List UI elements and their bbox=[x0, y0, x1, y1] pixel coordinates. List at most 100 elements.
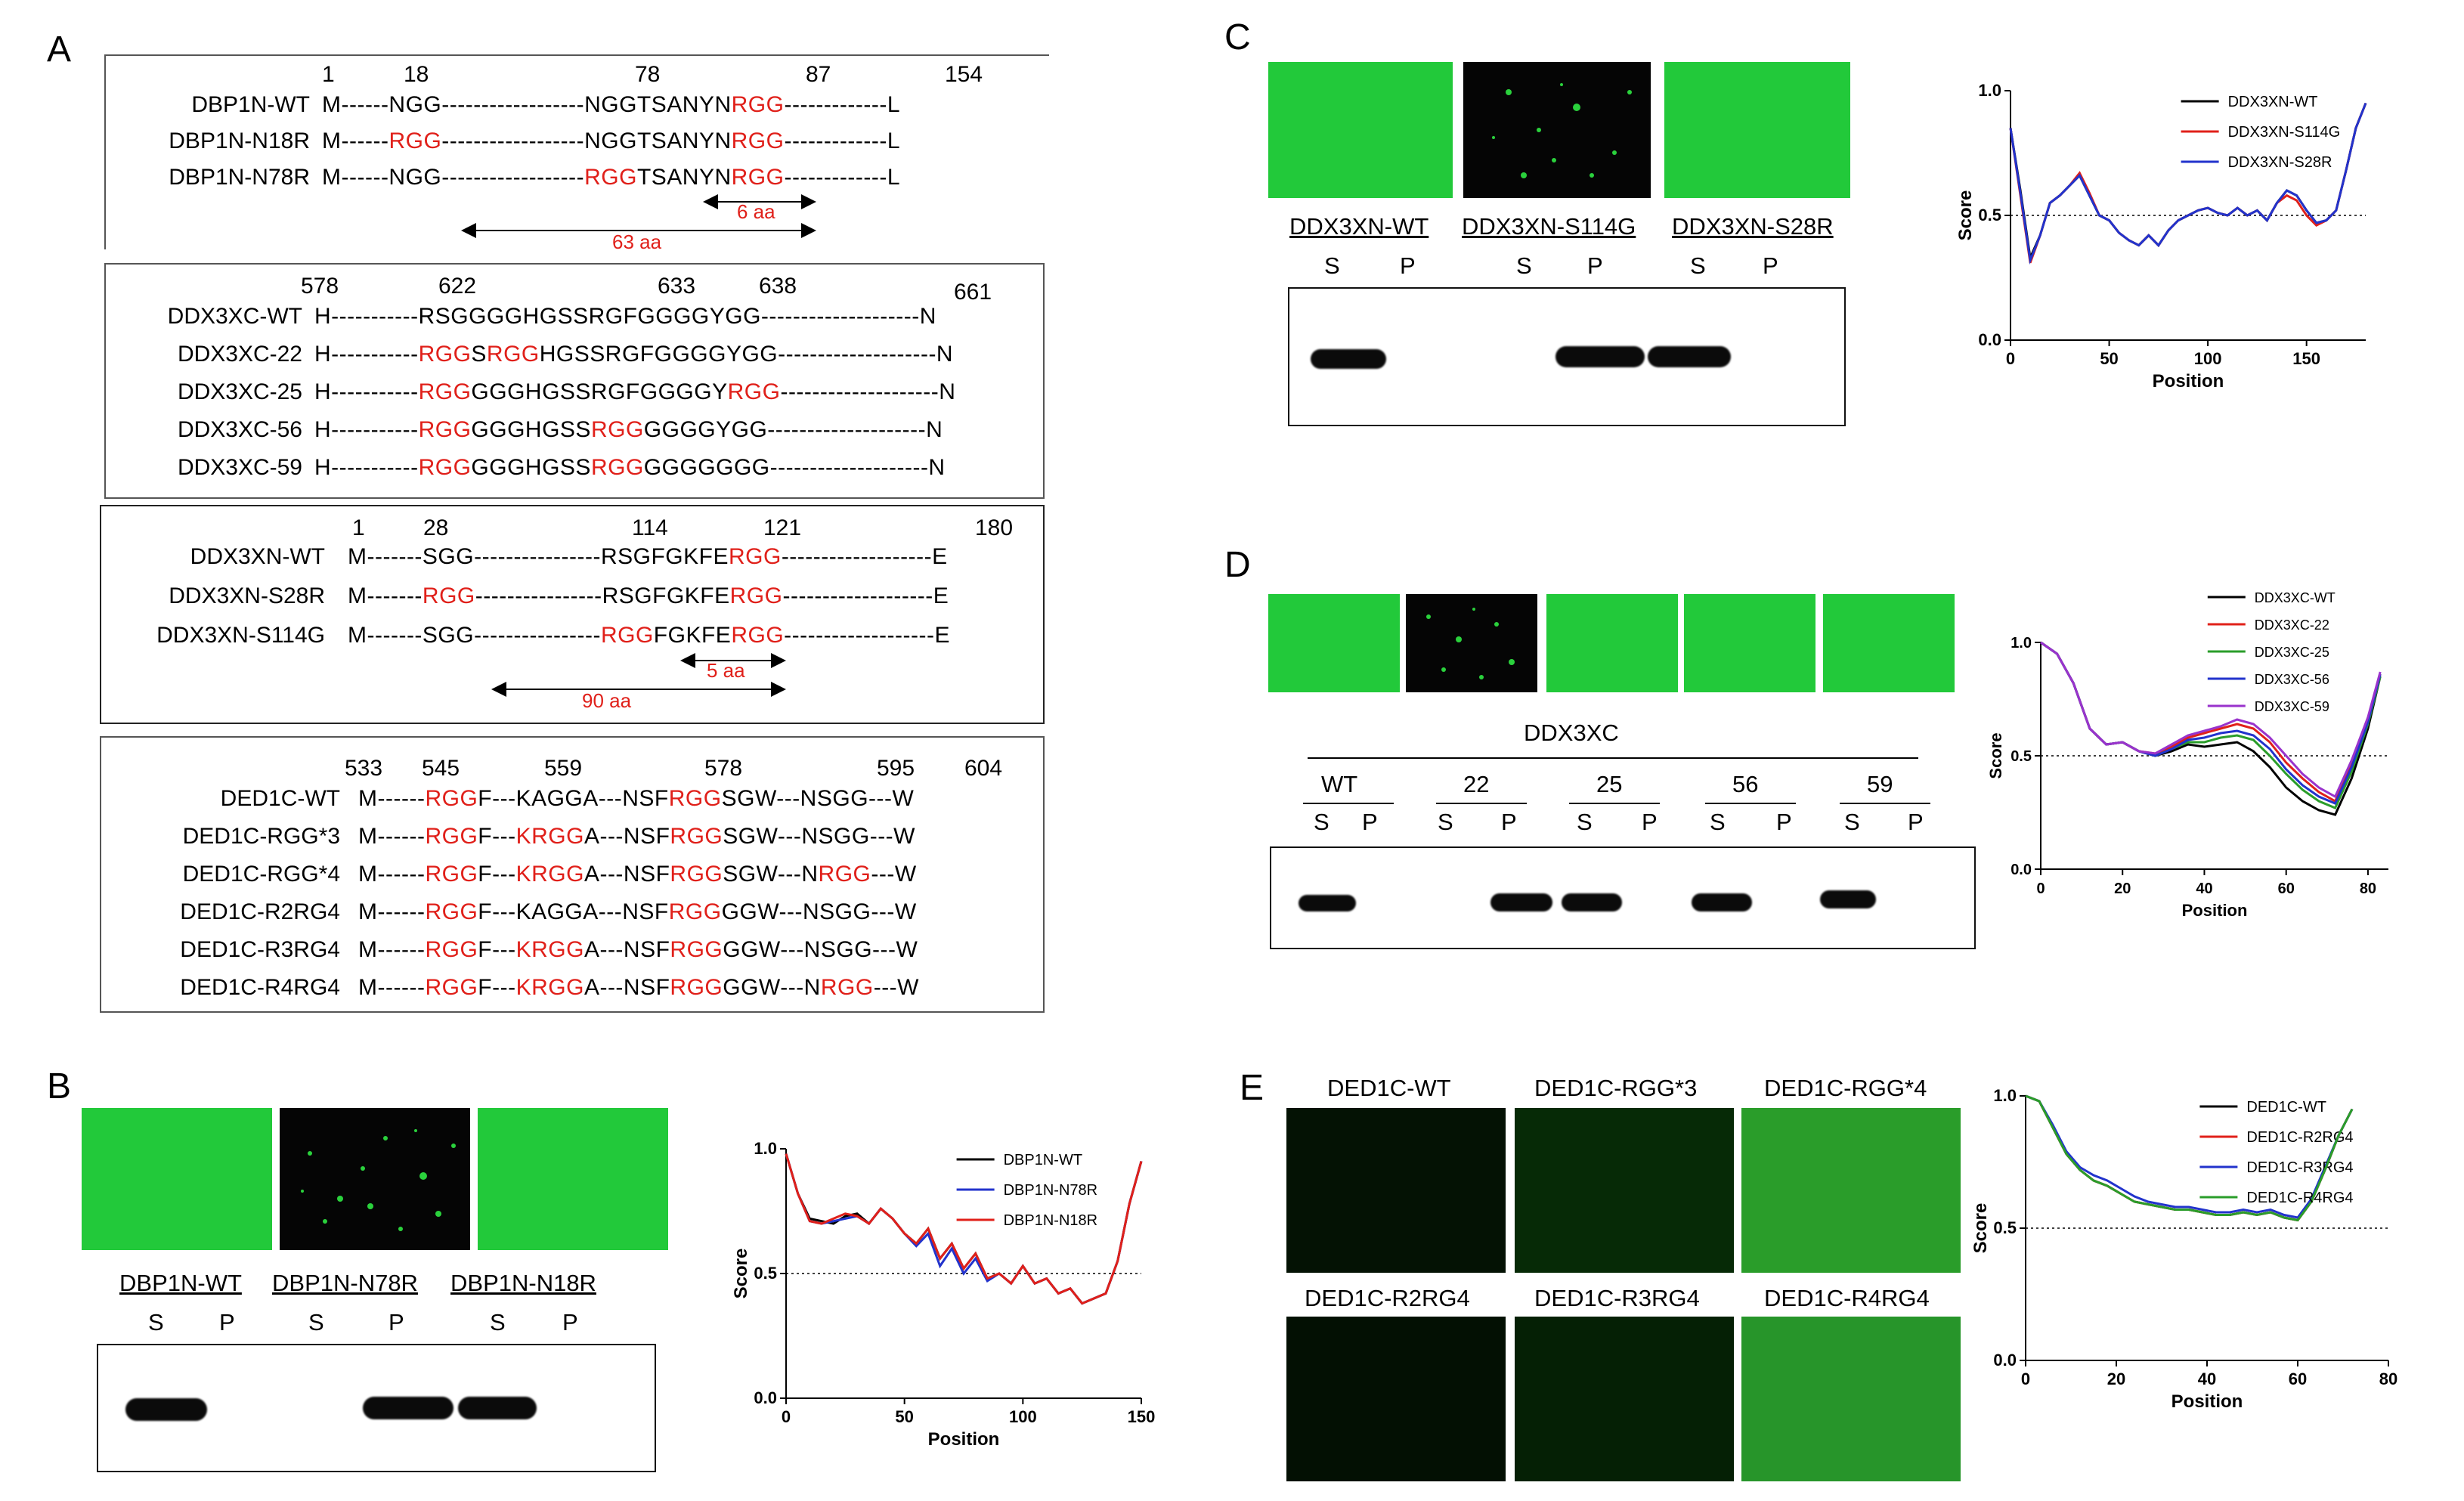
y-axis-label: Score bbox=[1970, 1203, 1991, 1254]
image-label: DED1C-WT bbox=[1327, 1075, 1451, 1101]
x-tick-label: 150 bbox=[2292, 349, 2320, 368]
seq-name: DDX3XC-25 bbox=[177, 379, 302, 404]
microscopy-image-ded1c-r3rg4 bbox=[1515, 1317, 1734, 1481]
y-axis-label: Score bbox=[731, 1249, 751, 1299]
lane-underline bbox=[1705, 803, 1796, 804]
lane-label: DBP1N-N18R bbox=[450, 1270, 596, 1296]
y-axis-label: Score bbox=[1955, 190, 1976, 241]
microscopy-image-ded1c-r2rg4 bbox=[1286, 1317, 1506, 1481]
microscopy-image-ddx3xn-wt bbox=[1268, 62, 1453, 198]
series-line bbox=[2040, 641, 2382, 803]
span-label: 5 aa bbox=[707, 659, 745, 682]
y-tick-label: 1.0 bbox=[1978, 81, 2001, 100]
x-tick-label: 20 bbox=[2107, 1369, 2125, 1388]
lane-label: WT bbox=[1321, 771, 1358, 797]
lane-underline bbox=[1436, 803, 1527, 804]
sequence: M-------RGG----------------RSGFGKFERGG--… bbox=[348, 583, 949, 608]
x-tick-label: 50 bbox=[895, 1407, 913, 1426]
western-blot-d bbox=[1270, 846, 1976, 949]
series-line bbox=[2025, 1094, 2354, 1219]
legend-entry: DBP1N-N18R bbox=[1004, 1212, 1097, 1229]
x-axis-label: Position bbox=[2153, 371, 2224, 391]
p-label: P bbox=[1400, 252, 1416, 279]
blot-band bbox=[125, 1398, 207, 1421]
legend-entry: DBP1N-N78R bbox=[1004, 1182, 1097, 1199]
pos-num: 622 bbox=[438, 274, 477, 299]
span-label: 90 aa bbox=[582, 689, 632, 712]
x-tick-label: 150 bbox=[1128, 1407, 1156, 1426]
x-tick-label: 60 bbox=[2278, 880, 2295, 897]
legend-entry: DDX3XC-56 bbox=[2255, 672, 2329, 687]
y-tick-label: 0.5 bbox=[2011, 748, 2032, 765]
pos-num: 121 bbox=[763, 515, 802, 540]
x-tick-label: 0 bbox=[2006, 349, 2015, 368]
microscopy-image-ddx3xn-s28r bbox=[1664, 62, 1850, 198]
microscopy-image-ddx3xc-56 bbox=[1684, 594, 1815, 692]
x-tick-label: 80 bbox=[2360, 880, 2376, 897]
x-tick-label: 0 bbox=[782, 1407, 791, 1426]
s-label: S bbox=[1438, 809, 1453, 835]
sequence: H-----------RGGSRGGHGSSRGFGGGGYGG-------… bbox=[314, 342, 954, 367]
pos-num: 661 bbox=[954, 280, 992, 305]
seq-name: DDX3XC-22 bbox=[177, 342, 302, 367]
seq-name: DED1C-WT bbox=[220, 786, 340, 811]
seq-name: DDX3XN-S28R bbox=[169, 583, 325, 608]
lane-label: 56 bbox=[1732, 771, 1759, 797]
microscopy-image-ded1c-wt bbox=[1286, 1108, 1506, 1273]
dbp1n-alignment-box bbox=[104, 54, 1049, 249]
x-axis-label: Position bbox=[928, 1429, 1000, 1450]
ddx3xc-alignment-box bbox=[104, 263, 1045, 499]
y-tick-label: 1.0 bbox=[754, 1139, 777, 1158]
legend-entry: DDX3XC-25 bbox=[2255, 645, 2329, 660]
blot-band bbox=[458, 1397, 537, 1419]
western-blot-c bbox=[1288, 287, 1846, 426]
blot-band bbox=[1648, 346, 1731, 367]
pos-num: 1 bbox=[352, 515, 365, 540]
sequence: M-------SGG----------------RSGFGKFERGG--… bbox=[348, 544, 948, 569]
y-tick-label: 0.5 bbox=[1978, 206, 2001, 224]
lane-underline bbox=[1840, 803, 1930, 804]
pos-num: 559 bbox=[544, 756, 583, 781]
p-label: P bbox=[388, 1309, 404, 1335]
chart-e: 0.0 0.5 1.0 0 20 40 60 80 Position Score DED1C-WT D… bbox=[1970, 1086, 2397, 1412]
microscopy-image-dbp1n-n18r bbox=[478, 1108, 668, 1250]
pos-num: 638 bbox=[759, 274, 797, 299]
seq-name: DED1C-R4RG4 bbox=[180, 975, 340, 1000]
condensate-puncta bbox=[1492, 83, 1632, 178]
p-label: P bbox=[219, 1309, 235, 1335]
seq-name: DED1C-RGG*4 bbox=[182, 862, 340, 887]
sequence: M------NGG------------------NGGTSANYNRGG… bbox=[322, 92, 901, 117]
x-tick-label: 40 bbox=[2196, 880, 2212, 897]
sequence: M------RGGF---KAGGA---NSFRGGSGW---NSGG--… bbox=[358, 786, 915, 811]
pos-num: 114 bbox=[632, 515, 668, 540]
legend-entry: DDX3XN-S28R bbox=[2228, 154, 2332, 171]
seq-name: DDX3XN-S114G bbox=[156, 623, 325, 648]
lane-label: DBP1N-N78R bbox=[272, 1270, 418, 1296]
pos-num: 154 bbox=[945, 62, 983, 87]
s-label: S bbox=[1324, 252, 1340, 279]
seq-name: DBP1N-N18R bbox=[169, 128, 310, 153]
y-tick-label: 1.0 bbox=[2011, 635, 2032, 651]
lane-underline bbox=[1303, 803, 1394, 804]
y-tick-label: 0.5 bbox=[1993, 1218, 2017, 1237]
s-label: S bbox=[148, 1309, 164, 1335]
dbp1n-span-arrows bbox=[461, 194, 816, 238]
panel-label-d: D bbox=[1224, 545, 1251, 585]
p-label: P bbox=[1908, 809, 1924, 835]
panel-label-c: C bbox=[1224, 17, 1251, 57]
sequence: H-----------RGGGGGHGSSRGGGGGGGGG--------… bbox=[314, 455, 946, 480]
seq-name: DDX3XC-59 bbox=[177, 455, 302, 480]
sequence: M------RGGF---KAGGA---NSFRGGGGW---NSGG--… bbox=[358, 899, 917, 924]
x-tick-label: 100 bbox=[1009, 1407, 1037, 1426]
ded1c-alignment-box bbox=[100, 736, 1045, 1013]
pos-num: 87 bbox=[806, 62, 831, 87]
x-tick-label: 40 bbox=[2198, 1369, 2216, 1388]
p-label: P bbox=[1642, 809, 1658, 835]
lane-label: DDX3XN-S28R bbox=[1672, 213, 1834, 240]
s-label: S bbox=[1314, 809, 1330, 835]
s-label: S bbox=[1577, 809, 1593, 835]
group-underline bbox=[1308, 757, 1918, 759]
lane-label: 59 bbox=[1867, 771, 1893, 797]
sequence: H-----------RGGGGGHGSSRGGGGGGYGG--------… bbox=[314, 417, 943, 442]
s-label: S bbox=[490, 1309, 506, 1335]
